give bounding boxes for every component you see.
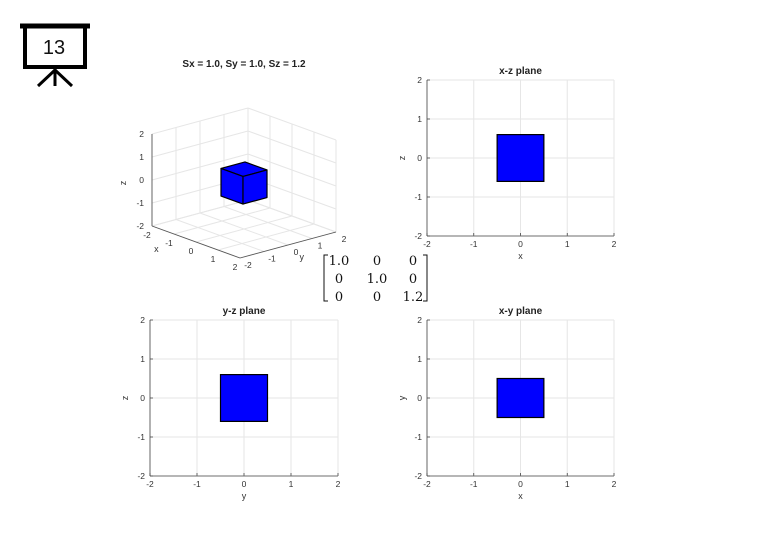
x-tick-label: 1 — [289, 479, 294, 489]
grid-line-floor — [247, 199, 337, 233]
y-axis-line — [239, 231, 337, 259]
x-tick-label: 2 — [612, 479, 617, 489]
y-tick-label: -2 — [414, 231, 422, 241]
y-tick-label: 2 — [342, 234, 347, 244]
y-tick-label: 0 — [417, 393, 422, 403]
y-tick-label: -2 — [244, 260, 252, 270]
z-tick-label: 1 — [139, 152, 144, 162]
y-tick-label: -2 — [414, 471, 422, 481]
grid-line-floor — [217, 223, 315, 251]
matrix-bracket-right — [423, 254, 428, 302]
y-tick-label: 2 — [417, 315, 422, 325]
y-axis-label: z — [397, 155, 407, 160]
matrix-cell: 0 — [409, 254, 417, 269]
chart-xy-plane: -2 -1 0 1 2 -2 -1 0 1 2 x-y plane x y — [397, 306, 617, 501]
y-axis-label: y — [300, 252, 305, 262]
y-tick-label: 2 — [417, 75, 422, 85]
x-tick-label: 2 — [233, 262, 238, 272]
matrix-cell: 0 — [373, 290, 381, 305]
x-tick-label: 2 — [336, 479, 341, 489]
matrix-cell: 1.0 — [329, 254, 350, 269]
presentation-board-icon: 13 — [20, 23, 90, 88]
y-tick-label: 2 — [140, 315, 145, 325]
matrix-cell: 1.0 — [367, 272, 388, 287]
y-axis-label: y — [397, 395, 407, 400]
plot-title: x-z plane — [499, 66, 542, 77]
x-tick-label: 0 — [189, 246, 194, 256]
x-tick-label: -1 — [193, 479, 201, 489]
y-tick-label: -1 — [414, 192, 422, 202]
grid-line-back-wall — [247, 107, 337, 141]
chart-3d-scaled-cube: -2 -1 0 1 2 -2 -1 0 1 2 -2 -1 0 1 2 x y z Sx = 1.0, Sy = 1… — [118, 59, 347, 272]
x-tick-label: 1 — [211, 254, 216, 264]
slide-number: 13 — [43, 37, 65, 59]
grid-line-back-wall — [247, 153, 337, 187]
y-tick-label: 0 — [140, 393, 145, 403]
x-tick-label: 1 — [565, 239, 570, 249]
y-tick-label: 1 — [318, 241, 323, 251]
x-tick-label: -1 — [165, 238, 173, 248]
grid-line-floor — [223, 206, 313, 239]
x-tick-label: -2 — [423, 239, 431, 249]
y-tick-label: -2 — [137, 471, 145, 481]
x-axis-label: x — [154, 244, 159, 254]
chart-xz-plane: -2 -1 0 1 2 -2 -1 0 1 2 x-z plane x z — [397, 66, 617, 261]
y-tick-label: 1 — [417, 114, 422, 124]
x-axis-label: x — [518, 251, 523, 261]
matrix-cell: 0 — [409, 272, 417, 287]
x-axis-label: x — [518, 491, 523, 501]
x-tick-label: -2 — [146, 479, 154, 489]
grid-line-back-wall — [247, 130, 337, 164]
z-tick-label: -1 — [136, 198, 144, 208]
x-tick-label: 2 — [612, 239, 617, 249]
y-tick-label: 1 — [140, 354, 145, 364]
x-axis-label: y — [242, 491, 247, 501]
cube-projection — [496, 134, 545, 183]
plot-title: Sx = 1.0, Sy = 1.0, Sz = 1.2 — [182, 59, 306, 70]
z-tick-label: 2 — [139, 129, 144, 139]
matrix-cell-highlight: 1.2 — [403, 290, 424, 305]
z-tick-label: 0 — [139, 175, 144, 185]
matrix-cell: 0 — [373, 254, 381, 269]
matrix-bracket-left — [323, 254, 328, 302]
z-axis-label: z — [118, 180, 128, 185]
y-tick-label: 1 — [417, 354, 422, 364]
y-axis-label: z — [120, 395, 130, 400]
z-tick-label: -2 — [136, 221, 144, 231]
y-tick-label: 0 — [294, 247, 299, 257]
cube-projection — [219, 374, 269, 423]
y-tick-label: -1 — [414, 432, 422, 442]
matrix-cell: 0 — [335, 272, 343, 287]
cube-side-face — [242, 169, 268, 205]
y-tick-label: -1 — [137, 432, 145, 442]
y-tick-label: 0 — [417, 153, 422, 163]
x-tick-label: 0 — [518, 239, 523, 249]
x-tick-label: -1 — [470, 239, 478, 249]
grid-line-side-wall — [151, 130, 249, 158]
x-tick-label: 0 — [242, 479, 247, 489]
grid-line-side-wall — [151, 107, 249, 135]
y-tick-label: -1 — [268, 254, 276, 264]
plot-title: x-y plane — [499, 306, 543, 317]
x-axis-line — [151, 225, 241, 259]
x-tick-label: -1 — [470, 479, 478, 489]
chart-yz-plane: -2 -1 0 1 2 -2 -1 0 1 2 y-z plane y z — [120, 306, 341, 501]
grid-line-floor — [199, 212, 289, 246]
scale-matrix: 1.0 0 0 0 1.0 0 0 0 1.2 — [323, 254, 428, 305]
cube-projection — [496, 377, 545, 419]
x-tick-label: -2 — [423, 479, 431, 489]
grid-line-side-wall — [151, 153, 249, 181]
x-tick-label: -2 — [143, 230, 151, 240]
x-tick-label: 0 — [518, 479, 523, 489]
x-tick-label: 1 — [565, 479, 570, 489]
plot-title: y-z plane — [223, 306, 266, 317]
matrix-cell: 0 — [335, 290, 343, 305]
